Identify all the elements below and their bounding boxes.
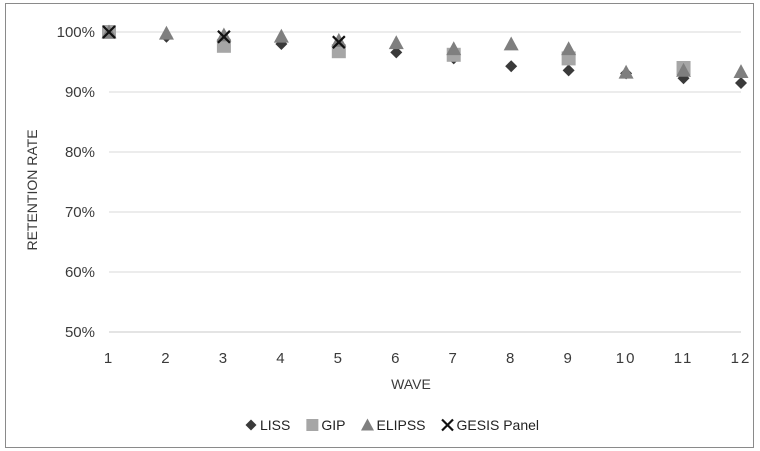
data-point [562,64,575,77]
x-tick-label: 12 [731,350,752,367]
legend-item: ELIPSS [360,417,426,433]
data-point [158,25,174,40]
data-point [446,41,462,56]
y-tick-label: 80% [65,144,95,161]
legend-label: LISS [260,417,290,433]
series-elipss [101,24,749,79]
data-point [505,60,518,73]
x-tick-label: 11 [674,350,694,367]
legend-marker [245,419,257,431]
x-tick-label: 3 [219,350,229,367]
legend-label: GIP [321,417,345,433]
data-point [388,35,404,50]
data-point [331,44,346,59]
x-tick-label: 9 [563,350,573,367]
data-point [618,64,634,79]
data-point [733,64,749,78]
data-point [216,27,232,42]
x-tick-label: 7 [449,350,459,367]
x-axis-title: WAVE [391,376,431,392]
x-tick-label: 10 [616,350,637,367]
y-axis-title: RETENTION RATE [24,129,40,250]
data-point [332,35,346,49]
series-gesis-panel [102,25,346,49]
legend-marker [441,418,454,432]
x-tick-label: 1 [104,350,114,367]
x-tick-label: 5 [334,350,344,367]
data-point [216,38,231,53]
data-point [331,32,347,47]
legend-label: ELIPSS [376,417,425,433]
x-tick-label: 6 [391,350,401,367]
y-tick-label: 50% [65,324,95,341]
legend-item: LISS [245,417,290,433]
y-tick-label: 60% [65,264,95,281]
gridlines [109,31,741,273]
data-point [102,25,116,39]
data-point [503,36,519,51]
x-tick-label: 4 [276,350,286,367]
x-axis-ticks: 1 2 3 4 5 6 7 8 9 10 11 12 [104,350,752,367]
y-tick-label: 90% [65,84,95,101]
series-liss [103,26,747,89]
y-tick-label: 100% [57,24,95,41]
x-tick-label: 2 [161,350,171,367]
data-point [735,77,747,89]
data-points [101,24,749,89]
x-tick-label: 8 [506,350,516,367]
legend: LISS GIP ELIPSS GESIS Panel [245,417,540,433]
data-point [390,46,403,59]
data-point [217,30,231,44]
legend-marker [360,418,374,431]
legend-marker [306,419,319,431]
y-axis-ticks: 50% 60% 70% 80% 90% 100% [57,24,95,341]
data-point [676,62,692,77]
data-point [561,41,577,56]
data-point [273,28,289,43]
legend-item: GESIS Panel [441,417,540,433]
legend-label: GESIS Panel [457,417,540,433]
y-tick-label: 70% [65,204,95,221]
legend-item: GIP [306,417,345,433]
